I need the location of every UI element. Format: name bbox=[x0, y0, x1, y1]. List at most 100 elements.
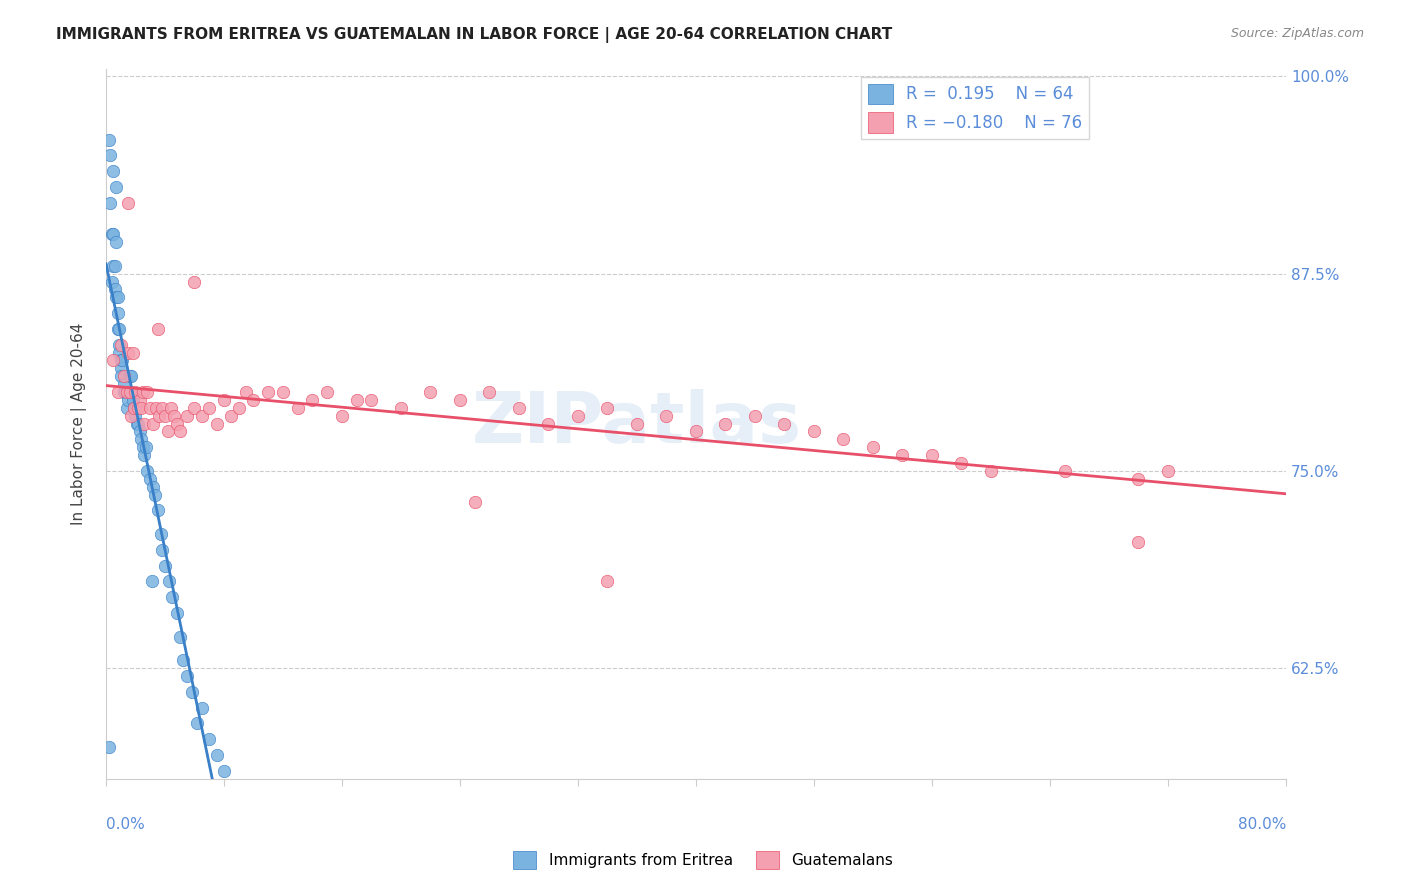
Point bbox=[111, 353, 134, 368]
Point bbox=[163, 409, 186, 423]
Point bbox=[221, 409, 243, 423]
Text: Source: ZipAtlas.com: Source: ZipAtlas.com bbox=[1230, 27, 1364, 40]
Point bbox=[301, 392, 323, 407]
Point bbox=[153, 409, 176, 423]
Point bbox=[134, 448, 156, 462]
Point bbox=[316, 384, 339, 399]
Point bbox=[104, 282, 127, 296]
Text: 80.0%: 80.0% bbox=[1237, 817, 1286, 832]
Text: 0.0%: 0.0% bbox=[105, 817, 145, 832]
Point bbox=[183, 275, 205, 289]
Point bbox=[205, 747, 228, 762]
Point bbox=[149, 527, 172, 541]
Point bbox=[419, 384, 441, 399]
Point bbox=[107, 384, 129, 399]
Point bbox=[166, 417, 188, 431]
Point bbox=[110, 361, 132, 376]
Point bbox=[105, 290, 128, 304]
Point bbox=[131, 401, 153, 415]
Point bbox=[117, 195, 139, 210]
Point bbox=[803, 425, 825, 439]
Point bbox=[141, 574, 163, 589]
Point bbox=[153, 558, 176, 573]
Point bbox=[157, 574, 180, 589]
Point bbox=[176, 669, 198, 683]
Point bbox=[596, 401, 619, 415]
Point bbox=[129, 425, 152, 439]
Point bbox=[135, 440, 157, 454]
Point bbox=[132, 384, 155, 399]
Point bbox=[110, 353, 132, 368]
Legend: R =  0.195    N = 64, R = −0.180    N = 76: R = 0.195 N = 64, R = −0.180 N = 76 bbox=[860, 77, 1088, 139]
Point bbox=[212, 764, 235, 778]
Point bbox=[567, 409, 589, 423]
Point bbox=[117, 392, 139, 407]
Point bbox=[100, 148, 122, 162]
Point bbox=[108, 337, 131, 351]
Point bbox=[139, 472, 162, 486]
Point bbox=[129, 392, 152, 407]
Point bbox=[118, 384, 141, 399]
Point bbox=[100, 195, 122, 210]
Legend: Immigrants from Eritrea, Guatemalans: Immigrants from Eritrea, Guatemalans bbox=[508, 845, 898, 875]
Point bbox=[150, 542, 173, 557]
Point bbox=[112, 384, 135, 399]
Point bbox=[97, 739, 120, 754]
Text: ZIPatlas: ZIPatlas bbox=[472, 389, 801, 458]
Point bbox=[596, 574, 619, 589]
Point bbox=[107, 322, 129, 336]
Point bbox=[176, 409, 198, 423]
Point bbox=[655, 409, 678, 423]
Point bbox=[121, 345, 143, 359]
Point bbox=[139, 401, 162, 415]
Point bbox=[114, 384, 136, 399]
Point bbox=[744, 409, 766, 423]
Point bbox=[773, 417, 796, 431]
Point bbox=[143, 487, 166, 501]
Point bbox=[449, 392, 471, 407]
Point bbox=[146, 322, 169, 336]
Point bbox=[257, 384, 280, 399]
Point bbox=[1157, 464, 1180, 478]
Point bbox=[112, 369, 135, 384]
Point bbox=[97, 132, 120, 146]
Point bbox=[142, 480, 165, 494]
Point bbox=[124, 384, 146, 399]
Point bbox=[115, 401, 138, 415]
Point bbox=[142, 417, 165, 431]
Y-axis label: In Labor Force | Age 20-64: In Labor Force | Age 20-64 bbox=[72, 322, 87, 524]
Point bbox=[205, 417, 228, 431]
Point bbox=[131, 432, 153, 446]
Point bbox=[330, 409, 353, 423]
Point bbox=[105, 235, 128, 249]
Point bbox=[235, 384, 257, 399]
Point bbox=[862, 440, 884, 454]
Point bbox=[121, 392, 143, 407]
Point bbox=[191, 700, 214, 714]
Point bbox=[186, 716, 208, 731]
Point bbox=[148, 409, 170, 423]
Point bbox=[714, 417, 737, 431]
Point bbox=[124, 409, 146, 423]
Point bbox=[191, 409, 214, 423]
Point bbox=[118, 384, 141, 399]
Point bbox=[108, 322, 131, 336]
Point bbox=[271, 384, 294, 399]
Point bbox=[127, 401, 149, 415]
Point bbox=[115, 384, 138, 399]
Point bbox=[136, 384, 159, 399]
Point bbox=[107, 306, 129, 320]
Point bbox=[110, 369, 132, 384]
Point bbox=[626, 417, 648, 431]
Point bbox=[183, 401, 205, 415]
Point bbox=[101, 275, 124, 289]
Point bbox=[150, 401, 173, 415]
Point bbox=[103, 164, 125, 178]
Point bbox=[146, 503, 169, 517]
Point bbox=[1128, 534, 1150, 549]
Point bbox=[110, 337, 132, 351]
Point bbox=[107, 290, 129, 304]
Point bbox=[685, 425, 707, 439]
Point bbox=[156, 425, 179, 439]
Point bbox=[162, 590, 184, 604]
